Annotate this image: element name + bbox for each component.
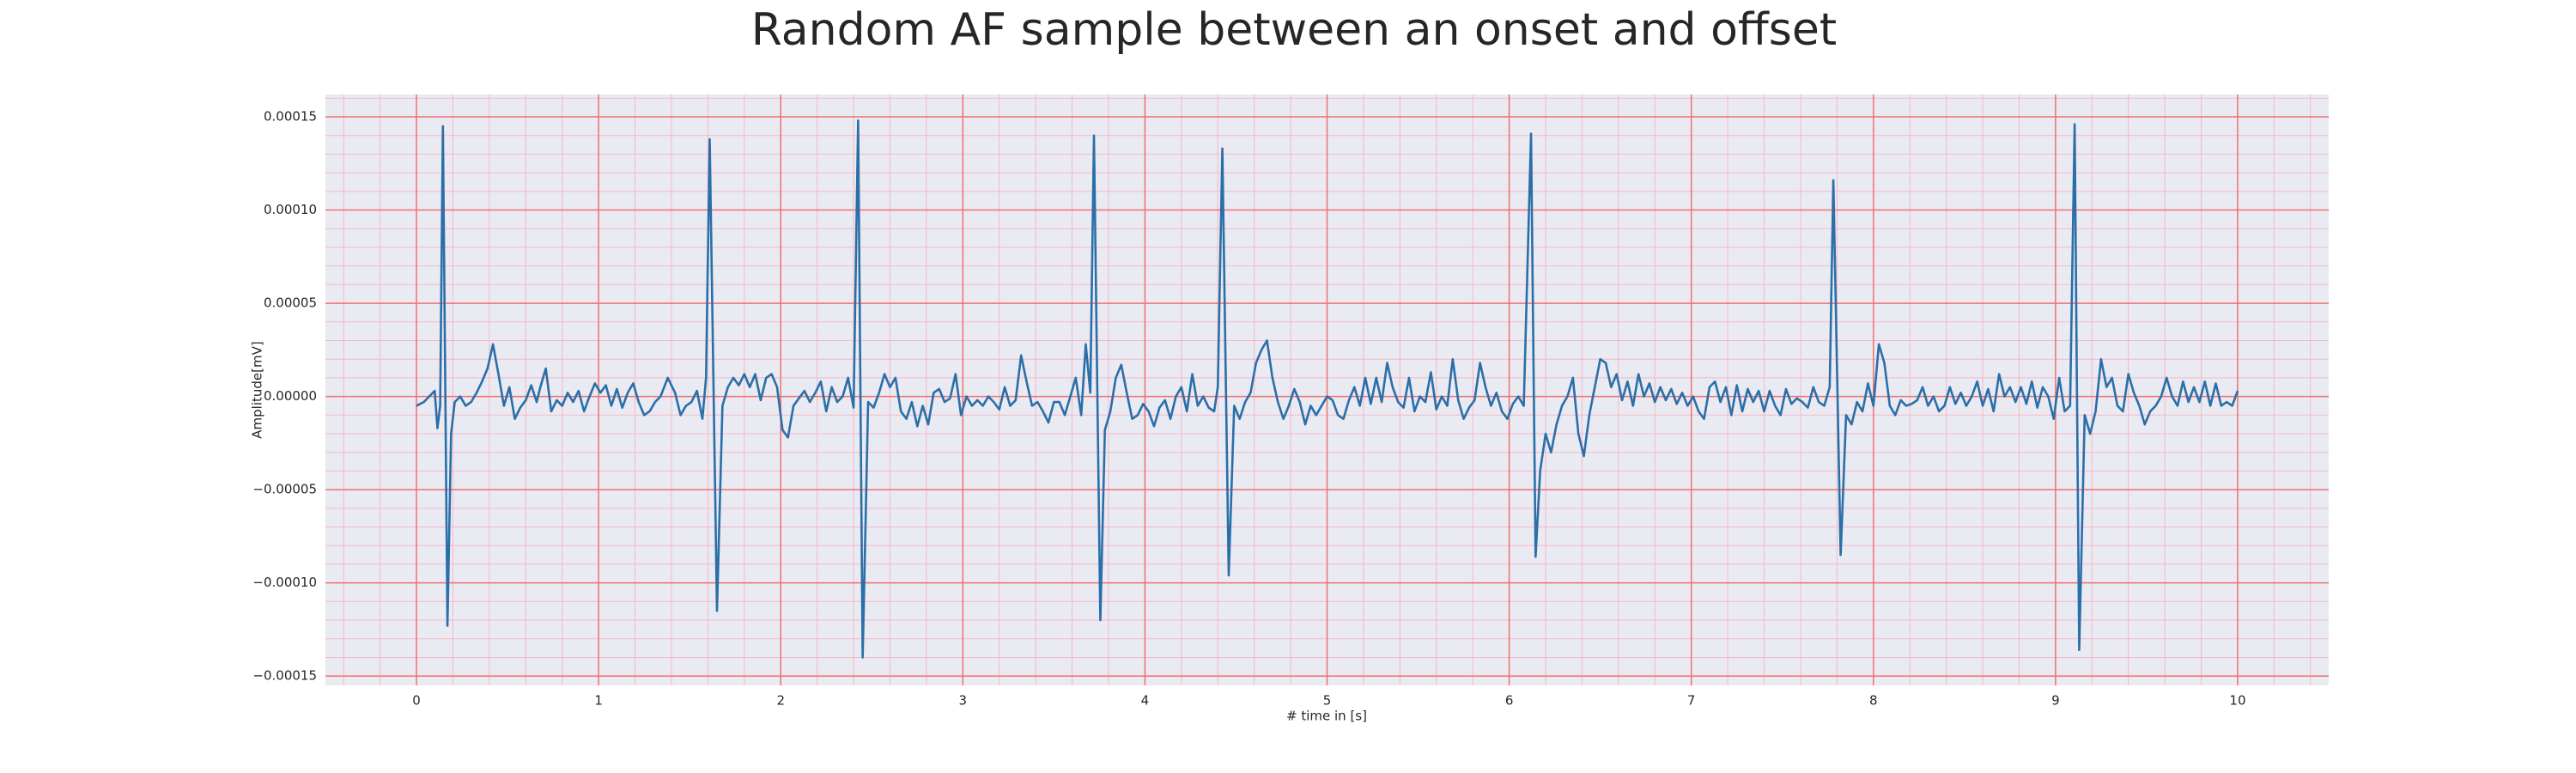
x-axis-label: # time in [s] (1286, 709, 1367, 724)
y-tick-label: 0.00015 (264, 109, 317, 125)
x-tick-label: 0 (412, 693, 421, 709)
x-tick-label: 6 (1505, 693, 1514, 709)
x-tick-label: 4 (1141, 693, 1150, 709)
y-tick-label: 0.00005 (264, 295, 317, 311)
signal-line (416, 119, 2239, 659)
x-tick-label: 3 (959, 693, 968, 709)
x-tick-label: 9 (2051, 693, 2060, 709)
x-tick-label: 2 (776, 693, 785, 709)
y-tick-label: −0.00010 (252, 575, 317, 590)
x-tick-label: 5 (1323, 693, 1332, 709)
chart-title: Random AF sample between an onset and of… (751, 4, 1837, 56)
y-axis-label: Amplitude[mV] (250, 341, 265, 438)
x-tick-label: 1 (594, 693, 603, 709)
x-tick-label: 7 (1687, 693, 1696, 709)
y-tick-label: 0.00000 (264, 388, 317, 404)
x-tick-label: 10 (2229, 693, 2245, 709)
y-tick-label: 0.00010 (264, 202, 317, 217)
y-tick-label: −0.00005 (252, 482, 317, 497)
x-tick-label: 8 (1869, 693, 1878, 709)
y-tick-label: −0.00015 (252, 668, 317, 684)
